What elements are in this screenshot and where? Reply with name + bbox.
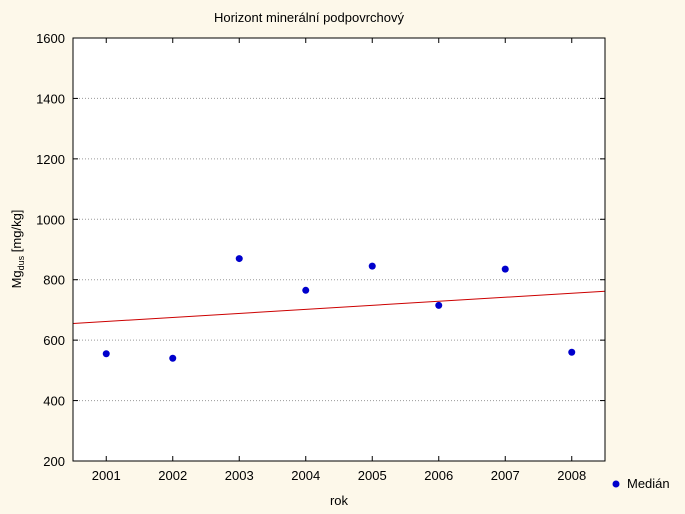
trendline-group	[72, 290, 606, 325]
data-point	[302, 286, 310, 294]
data-point	[435, 301, 443, 309]
y-tick-label: 1200	[36, 152, 65, 167]
data-point	[102, 350, 110, 358]
x-tick-label: 2006	[424, 468, 453, 483]
data-point	[235, 255, 243, 263]
plot-area	[73, 38, 605, 461]
y-axis-title: Mgdus [mg/kg]	[9, 210, 26, 289]
y-axis-title-subscript: dus	[16, 255, 26, 270]
data-point	[368, 262, 376, 270]
y-tick-label: 1000	[36, 212, 65, 227]
data-point	[501, 265, 509, 273]
y-tick-label: 1400	[36, 91, 65, 106]
y-tick-label: 1600	[36, 31, 65, 46]
x-tick-label: 2004	[291, 468, 320, 483]
x-tick-label: 2008	[557, 468, 586, 483]
data-points	[102, 255, 576, 362]
x-tick-label: 2002	[158, 468, 187, 483]
x-tick-label: 2001	[92, 468, 121, 483]
x-axis-ticks: 2001 2002 2003 2004 2005 2006 2007 2008	[92, 38, 586, 483]
y-tick-label: 600	[43, 333, 65, 348]
y-axis-ticks: 200 400 600 800 1000 1200 1400 1600	[36, 31, 605, 469]
legend-label: Medián	[627, 476, 670, 491]
data-point	[568, 348, 576, 356]
y-axis-title-main: Mg	[9, 270, 24, 288]
data-point	[169, 354, 177, 362]
x-tick-label: 2005	[358, 468, 387, 483]
x-tick-label: 2003	[225, 468, 254, 483]
y-axis-title-unit: [mg/kg]	[9, 210, 24, 256]
y-tick-label: 200	[43, 454, 65, 469]
plot-frame	[72, 37, 606, 462]
trendline	[72, 290, 606, 325]
y-tick-label: 400	[43, 394, 65, 409]
legend-marker	[612, 480, 620, 488]
x-axis-title: rok	[330, 493, 349, 508]
y-tick-label: 800	[43, 273, 65, 288]
legend: Medián	[612, 476, 670, 491]
chart-title: Horizont minerální podpovrchový	[214, 10, 405, 25]
x-tick-label: 2007	[491, 468, 520, 483]
